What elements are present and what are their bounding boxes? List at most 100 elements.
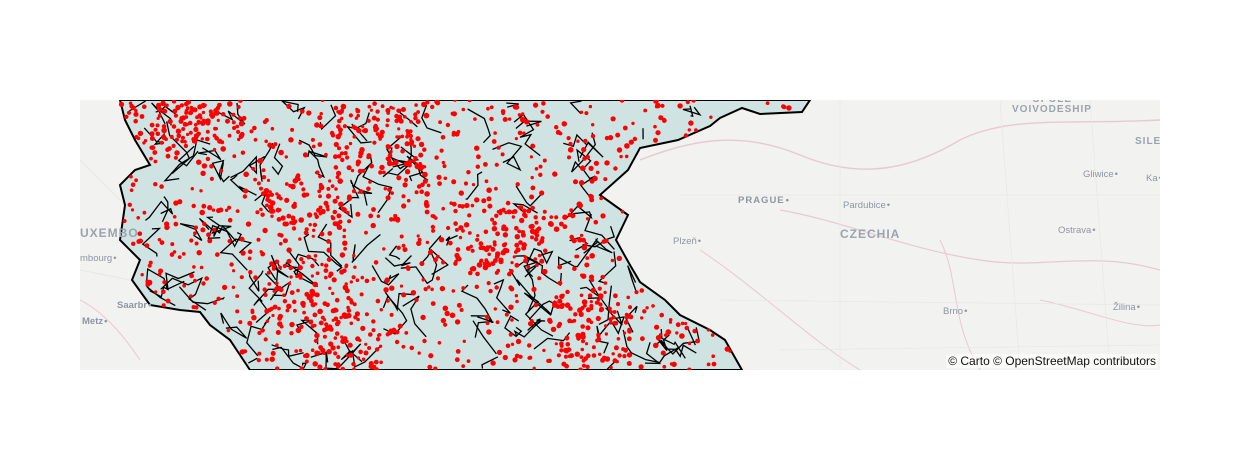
map-marker	[427, 364, 433, 370]
map-marker	[404, 141, 410, 147]
map-marker	[586, 317, 592, 323]
map-marker	[358, 349, 363, 355]
map-marker	[368, 361, 374, 367]
map-marker	[274, 259, 280, 265]
map-marker	[264, 357, 269, 362]
map-marker	[494, 254, 500, 259]
map-marker	[517, 205, 522, 210]
map-marker	[324, 275, 328, 280]
map-marker	[706, 328, 711, 332]
map-marker	[451, 179, 457, 185]
map-marker	[485, 314, 490, 320]
map-marker	[286, 247, 292, 253]
map-marker	[589, 300, 593, 304]
map-marker	[580, 334, 586, 340]
map-marker	[489, 116, 494, 122]
map-marker	[318, 182, 323, 187]
map-marker	[397, 323, 403, 329]
map-marker	[330, 184, 335, 188]
map-marker	[152, 150, 158, 155]
map-marker	[340, 366, 346, 370]
map-marker	[418, 152, 424, 158]
map-marker	[567, 155, 571, 160]
map-marker	[487, 252, 492, 257]
map-marker	[295, 274, 299, 279]
map-marker	[569, 353, 574, 359]
map-marker	[396, 245, 401, 250]
map-marker	[279, 241, 283, 246]
map-marker	[209, 176, 214, 181]
map-marker	[413, 116, 418, 121]
map-marker	[626, 295, 630, 300]
map-marker	[376, 214, 381, 218]
map-marker	[182, 122, 188, 127]
map-marker	[461, 107, 466, 112]
map-marker	[324, 152, 328, 157]
map-marker	[288, 183, 292, 188]
map-marker	[353, 315, 358, 320]
map-marker	[570, 213, 576, 219]
map-marker	[366, 155, 371, 160]
basemap-layer	[80, 100, 1160, 370]
map-marker	[589, 303, 594, 309]
map-marker	[508, 285, 513, 290]
map-marker	[293, 201, 297, 206]
map-marker	[289, 220, 294, 225]
map-marker	[226, 328, 231, 333]
map-marker	[623, 320, 629, 325]
map-marker	[475, 164, 480, 169]
map-marker	[183, 101, 189, 107]
map-marker	[299, 181, 304, 186]
map-marker	[514, 353, 520, 359]
map-marker	[566, 136, 571, 141]
map-marker	[765, 101, 770, 105]
map-marker	[212, 300, 217, 305]
map-marker	[295, 327, 302, 334]
map-canvas[interactable]	[80, 100, 1160, 370]
map-marker	[253, 275, 258, 280]
map-marker	[282, 293, 286, 297]
map-marker	[668, 320, 673, 324]
map-marker	[616, 337, 621, 341]
map-marker	[374, 347, 380, 352]
map-marker	[317, 115, 323, 121]
map-marker	[285, 308, 290, 313]
map-marker	[317, 308, 323, 315]
map-marker	[160, 100, 166, 106]
map-marker	[215, 252, 220, 257]
map-view[interactable]: OPOLE VOIVODESHIP SILES CZECHIA UXEMBO P…	[80, 100, 1160, 370]
map-marker	[130, 182, 136, 187]
map-marker	[580, 165, 586, 171]
map-marker	[487, 203, 493, 209]
map-marker	[243, 171, 249, 178]
map-marker	[669, 362, 674, 366]
map-marker	[655, 130, 661, 136]
map-marker	[172, 108, 178, 114]
district-border	[512, 202, 538, 216]
region-area[interactable]	[118, 100, 812, 370]
map-marker	[724, 346, 730, 352]
map-marker	[184, 110, 189, 115]
map-marker	[200, 120, 206, 126]
region-layer[interactable]	[118, 100, 812, 370]
map-marker	[358, 153, 363, 159]
map-marker	[416, 234, 420, 238]
map-marker	[498, 211, 503, 216]
map-marker	[340, 157, 345, 163]
map-marker	[668, 318, 673, 322]
map-marker	[193, 123, 198, 127]
map-marker	[512, 255, 516, 259]
map-marker	[691, 100, 696, 103]
map-marker	[216, 118, 220, 122]
district-border	[653, 339, 697, 358]
map-marker	[475, 271, 480, 277]
map-marker	[545, 114, 550, 119]
map-marker	[415, 119, 421, 125]
map-marker	[502, 117, 508, 122]
map-marker	[238, 320, 243, 325]
district-border	[217, 102, 246, 125]
map-marker	[361, 125, 365, 129]
map-marker	[363, 350, 369, 356]
map-marker	[385, 195, 391, 201]
map-marker	[556, 353, 561, 358]
